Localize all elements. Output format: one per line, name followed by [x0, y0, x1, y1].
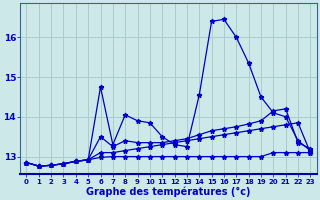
X-axis label: Graphe des températures (°c): Graphe des températures (°c): [86, 186, 251, 197]
